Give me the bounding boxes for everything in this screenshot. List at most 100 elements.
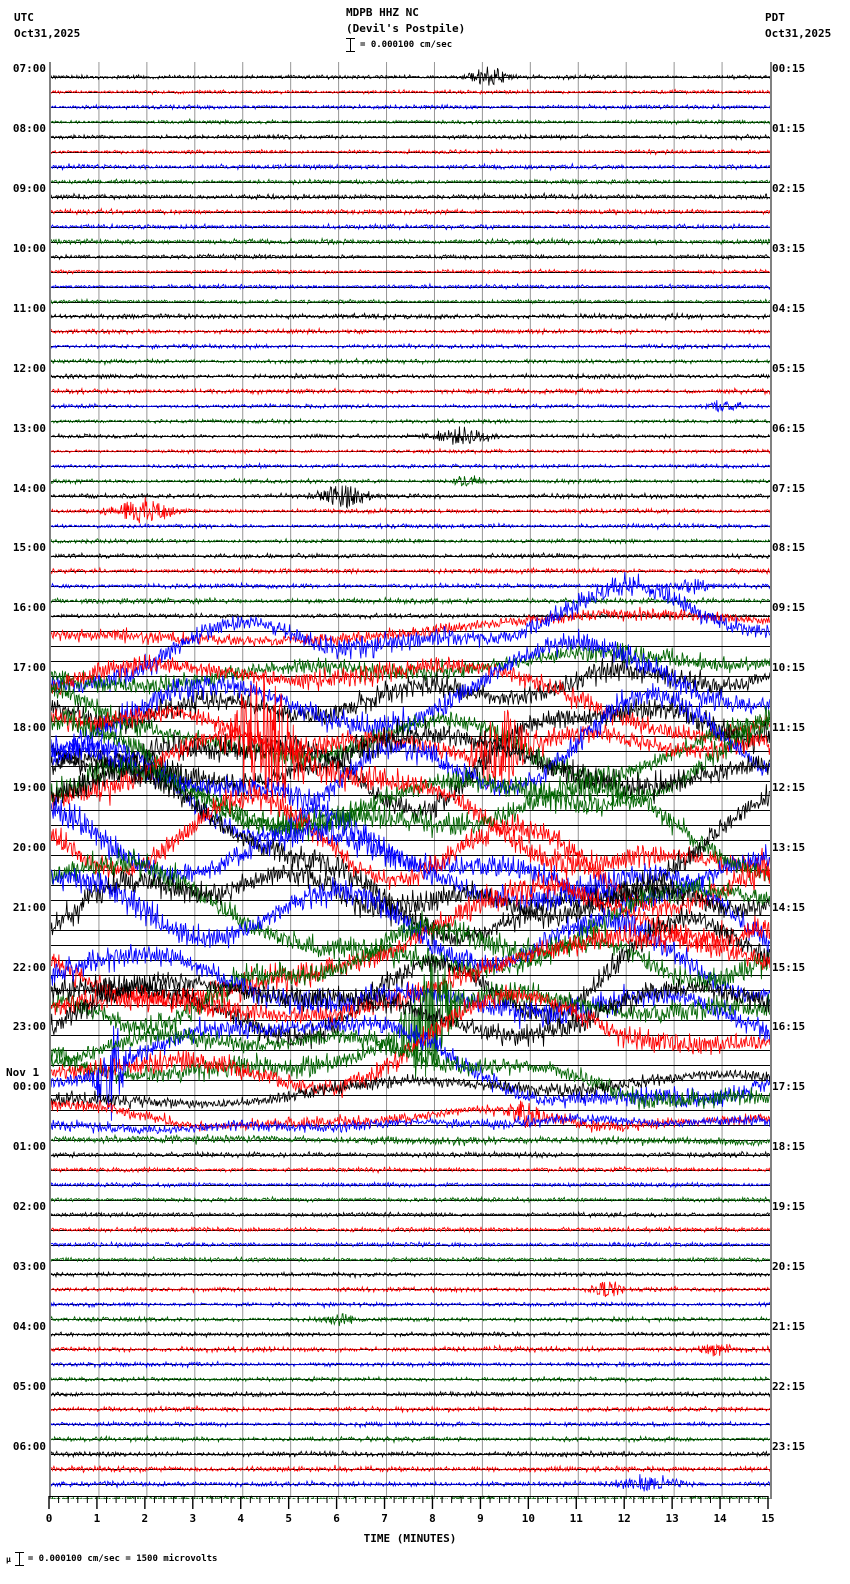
- seismic-trace: [51, 537, 770, 546]
- seismic-trace: [51, 1240, 770, 1249]
- x-axis-tick-label: 11: [569, 1512, 583, 1525]
- utc-hour-label: 07:00: [12, 62, 46, 76]
- seismic-trace: [51, 162, 770, 172]
- left-date-label: Oct31,2025: [14, 27, 81, 40]
- seismic-trace: [51, 628, 770, 763]
- station-subtitle: (Devil's Postpile): [346, 22, 466, 35]
- pdt-hour-label: 12:15: [772, 780, 806, 794]
- x-axis-tick-label: 12: [617, 1512, 631, 1525]
- seismic-trace: [51, 1389, 770, 1399]
- pdt-hour-label: 15:15: [772, 960, 806, 974]
- x-axis-tick-label: 10: [521, 1512, 535, 1525]
- seismic-trace: [51, 252, 770, 261]
- seismic-trace: [51, 1404, 770, 1414]
- seismic-trace: [51, 417, 770, 426]
- seismic-trace: [51, 1359, 770, 1369]
- utc-hour-label: 10:00: [12, 242, 46, 256]
- pdt-hour-label: 00:15: [772, 62, 806, 76]
- utc-hour-label: 09:00: [12, 182, 46, 196]
- pdt-hour-label: 16:15: [772, 1020, 806, 1034]
- seismic-trace: [51, 66, 770, 86]
- seismic-trace: [51, 1494, 770, 1499]
- seismic-trace: [51, 907, 770, 1050]
- utc-hour-label: 04:00: [12, 1319, 46, 1333]
- seismic-trace: [51, 578, 770, 595]
- i-beam-scale-icon: [14, 1552, 24, 1566]
- seismic-trace: [51, 282, 770, 291]
- utc-hour-label: 13:00: [12, 421, 46, 435]
- seismic-trace: [51, 178, 770, 186]
- utc-hour-label: 23:00: [12, 1020, 46, 1034]
- trace-canvas: [49, 62, 772, 1499]
- x-axis-tick-label: 2: [141, 1512, 149, 1525]
- x-axis-tick-label: 4: [237, 1512, 245, 1525]
- x-axis-tick-label: 3: [189, 1512, 197, 1525]
- seismic-trace: [51, 606, 770, 647]
- pdt-hour-label: 07:15: [772, 481, 806, 495]
- pdt-hour-label: 10:15: [772, 661, 806, 675]
- seismic-trace: [51, 103, 770, 111]
- utc-hour-label: 16:00: [12, 601, 46, 615]
- seismic-trace: [51, 867, 770, 1007]
- seismic-trace: [51, 705, 770, 835]
- seismic-trace: [51, 654, 770, 735]
- pdt-hour-label: 01:15: [772, 122, 806, 136]
- seismic-trace: [51, 1375, 770, 1384]
- station-title: MDPB HHZ NC: [346, 6, 419, 19]
- pdt-hour-label: 05:15: [772, 361, 806, 375]
- header-right-timezone-block: PDT Oct31,2025: [765, 10, 831, 42]
- seismic-trace: [51, 475, 770, 487]
- x-axis-tick-label: 0: [45, 1512, 53, 1525]
- header-left-timezone-block: UTC Oct31,2025: [14, 10, 80, 42]
- seismic-trace: [51, 1330, 770, 1339]
- seismic-trace: [51, 673, 770, 881]
- seismic-trace: [51, 372, 770, 381]
- pdt-hour-label: 23:15: [772, 1439, 806, 1453]
- seismic-trace: [51, 1270, 770, 1280]
- seismic-trace: [51, 1343, 770, 1357]
- pdt-hour-label: 22:15: [772, 1379, 806, 1393]
- pdt-hour-label: 09:15: [772, 601, 806, 615]
- seismic-trace: [51, 611, 770, 621]
- seismic-trace: [51, 551, 770, 561]
- x-axis: 0 1 2 3 4 5 6 7 8 9 10 11 12 13 14 15 TIME (MINUTES): [0, 1496, 850, 1545]
- seismic-trace: [51, 236, 770, 246]
- pdt-hour-label: 21:15: [772, 1319, 806, 1333]
- seismic-trace: [51, 88, 770, 96]
- seismic-trace: [51, 297, 770, 306]
- utc-hour-label: 00:00: [12, 1080, 46, 1094]
- seismic-trace: [51, 1300, 770, 1310]
- seismic-trace: [51, 148, 770, 156]
- seismic-trace: [51, 1195, 770, 1204]
- x-axis-title: TIME (MINUTES): [363, 1532, 457, 1545]
- seismic-trace: [51, 1225, 770, 1234]
- utc-hour-label: 01:00: [12, 1140, 46, 1154]
- seismic-trace: [51, 654, 770, 744]
- header-center-block: MDPB HHZ NC (Devil's Postpile): [346, 5, 465, 37]
- seismic-trace: [51, 962, 770, 1084]
- x-axis-tick-label: 6: [333, 1512, 340, 1525]
- seismic-trace: [51, 1165, 770, 1175]
- utc-hour-label: 15:00: [12, 541, 46, 555]
- seismic-trace: [51, 326, 770, 336]
- seismic-trace: [51, 191, 770, 202]
- seismic-trace: [51, 779, 770, 919]
- x-axis-tick-label: 15: [761, 1512, 775, 1525]
- seismic-trace: [51, 1133, 770, 1147]
- right-date-label: Oct31,2025: [765, 27, 832, 40]
- seismogram-plot-area: 07:00 08:00 09:00 10:00 11:00 12:00 13:00 14:00…: [0, 58, 850, 1499]
- seismic-trace: [51, 596, 770, 606]
- header-scale-text: = 0.000100 cm/sec: [360, 40, 453, 50]
- seismic-trace: [51, 461, 770, 471]
- seismic-trace: [51, 1024, 770, 1110]
- seismic-trace: [51, 705, 770, 795]
- seismic-trace: [51, 971, 770, 1047]
- x-axis-tick-label: 13: [665, 1512, 679, 1525]
- seismic-trace: [51, 1113, 770, 1135]
- x-axis-tick-label: 5: [285, 1512, 292, 1525]
- i-beam-scale-icon: [346, 38, 355, 52]
- utc-hour-label: 14:00: [12, 481, 46, 495]
- utc-hour-label: 22:00: [12, 960, 46, 974]
- seismic-trace: [51, 566, 770, 576]
- footer-scale-note: μ = 0.000100 cm/sec = 1500 microvolts: [6, 1552, 217, 1566]
